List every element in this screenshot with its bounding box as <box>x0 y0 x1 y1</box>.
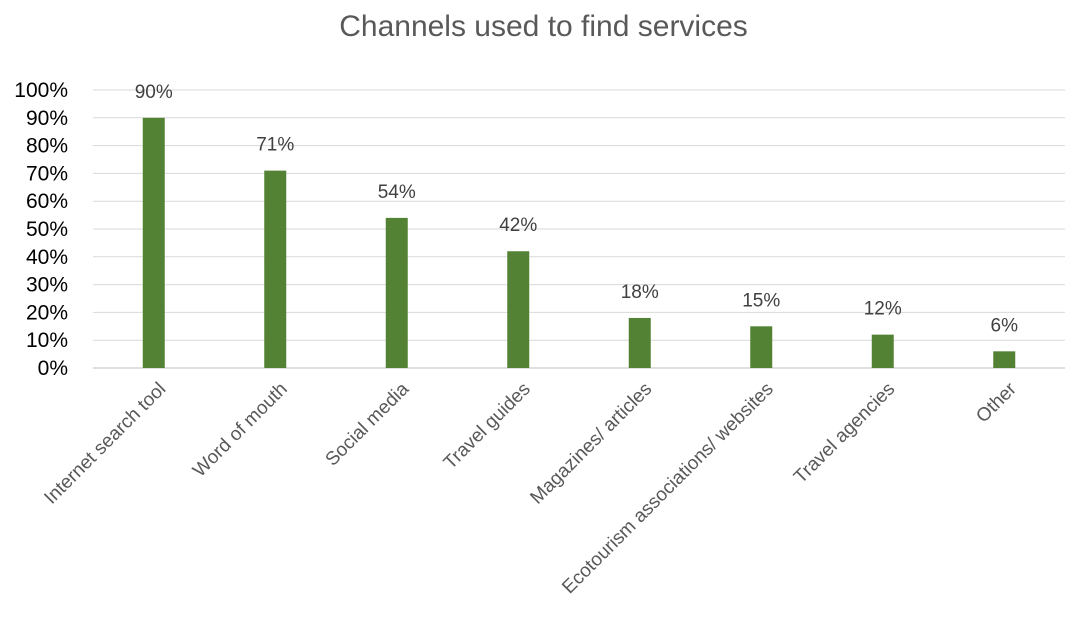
y-tick-label: 90% <box>26 107 68 130</box>
x-tick-label: Word of mouth <box>189 379 292 482</box>
data-label: 18% <box>621 282 659 303</box>
y-tick-label: 80% <box>26 135 68 158</box>
bar <box>385 217 408 368</box>
y-tick-label: 40% <box>26 246 68 269</box>
data-labels: 90% 71% 54% 42% 18% 15% 12% 6% <box>135 82 1018 337</box>
bar <box>871 334 894 368</box>
y-tick-label: 0% <box>38 357 68 380</box>
x-tick-label: Magazines/ articles <box>526 379 656 509</box>
bar <box>993 351 1016 368</box>
y-tick-label: 30% <box>26 274 68 297</box>
y-tick-label: 70% <box>26 162 68 185</box>
data-label: 71% <box>256 135 294 156</box>
x-tick-label: Internet search tool <box>40 379 170 509</box>
bar <box>750 326 773 368</box>
y-tick-label: 10% <box>26 329 68 352</box>
y-tick-label: 60% <box>26 190 68 213</box>
gridlines <box>93 89 1065 369</box>
data-label: 15% <box>742 290 780 311</box>
data-label: 42% <box>499 215 537 236</box>
data-label: 54% <box>378 182 416 203</box>
x-axis-ticks: Internet search tool Word of mouth Social … <box>40 378 1021 598</box>
data-label: 6% <box>991 315 1019 336</box>
bar <box>264 170 287 368</box>
y-axis-ticks: 0% 10% 20% 30% 40% 50% 60% 70% 80% 90% 100% <box>14 79 68 380</box>
x-tick-label: Other <box>972 378 1021 427</box>
x-tick-label: Social media <box>322 378 414 470</box>
bars <box>142 117 1016 368</box>
x-tick-label: Travel agencies <box>790 379 899 488</box>
bar <box>628 317 651 368</box>
y-tick-label: 100% <box>14 79 68 102</box>
y-tick-label: 50% <box>26 218 68 241</box>
bar <box>142 117 165 368</box>
x-tick-label: Ecotourism associations/ websites <box>558 379 777 598</box>
x-tick-label: Travel guides <box>440 379 535 474</box>
y-tick-label: 20% <box>26 301 68 324</box>
bar <box>507 251 530 368</box>
chart-title: Channels used to find services <box>339 10 748 43</box>
data-label: 90% <box>135 82 173 103</box>
data-label: 12% <box>864 299 902 320</box>
